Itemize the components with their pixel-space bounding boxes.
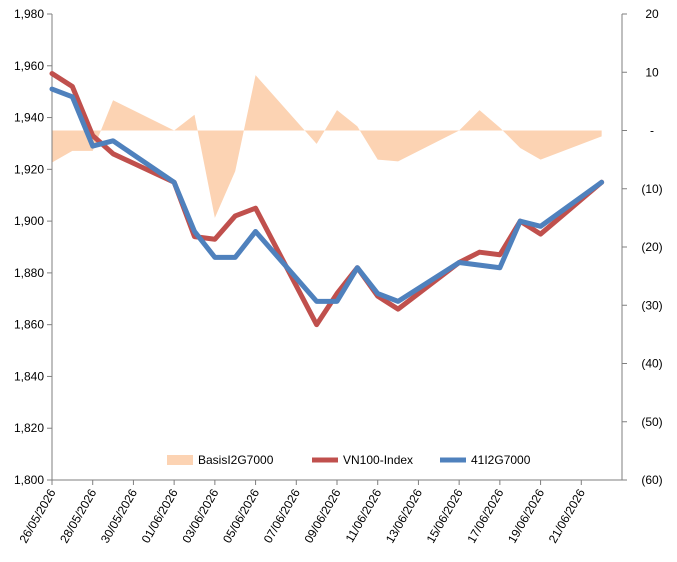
y-right-tick-label: (40) [641,357,662,371]
y-right-tick-label: (10) [641,182,662,196]
x-tick-label: 26/05/2026 [16,486,58,545]
y-right-tick-label: (30) [641,298,662,312]
y-right-tick-label: 10 [645,65,659,79]
basis-area-layer [52,75,602,218]
x-tick-label: 01/06/2026 [139,486,181,545]
y-right-tick-label: 20 [645,7,659,21]
y-left-tick-label: 1,920 [14,162,44,176]
x-tick-label: 05/06/2026 [220,486,262,545]
series-line-vn100-index [49,71,605,328]
y-right-tick-label: (20) [641,240,662,254]
x-tick-label: 09/06/2026 [301,486,343,545]
x-tick-label: 21/06/2026 [546,486,588,545]
line-series-layer [49,71,605,328]
y-left-tick-label: 1,860 [14,318,44,332]
legend: BasisI2G7000 VN100-Index 41I2G7000 [167,453,531,467]
x-tick-label: 30/05/2026 [98,486,140,545]
series-line-41i2g7000 [49,86,605,304]
x-tick-label: 28/05/2026 [57,486,99,545]
y-left-tick-label: 1,880 [14,266,44,280]
x-tick-label: 11/06/2026 [343,486,385,545]
y-right-tick-label: (50) [641,415,662,429]
x-tick-label: 07/06/2026 [261,486,303,545]
y-left-tick-label: 1,900 [14,214,44,228]
axes-layer: 1,800 1,820 1,840 1,860 1,880 1,900 1,920 1,940… [14,7,663,546]
x-tick-label: 13/06/2026 [383,486,425,545]
y-left-tick-label: 1,820 [14,421,44,435]
y-left-tick-label: 1,980 [14,7,44,21]
y-right-tick-label: - [650,124,654,138]
x-tick-label: 19/06/2026 [505,486,547,545]
legend-swatch [167,455,193,465]
basis-area [52,75,602,218]
y-left-tick-label: 1,940 [14,111,44,125]
legend-label: BasisI2G7000 [198,453,274,467]
x-tick-label: 15/06/2026 [424,486,466,545]
y-left-tick-label: 1,800 [14,473,44,487]
y-right-tick-label: (60) [641,473,662,487]
x-tick-label: 17/06/2026 [464,486,506,545]
legend-label: 41I2G7000 [471,453,531,467]
legend-label: VN100-Index [343,453,413,467]
y-left-tick-label: 1,840 [14,369,44,383]
y-left-tick-label: 1,960 [14,59,44,73]
x-tick-label: 03/06/2026 [179,486,221,545]
